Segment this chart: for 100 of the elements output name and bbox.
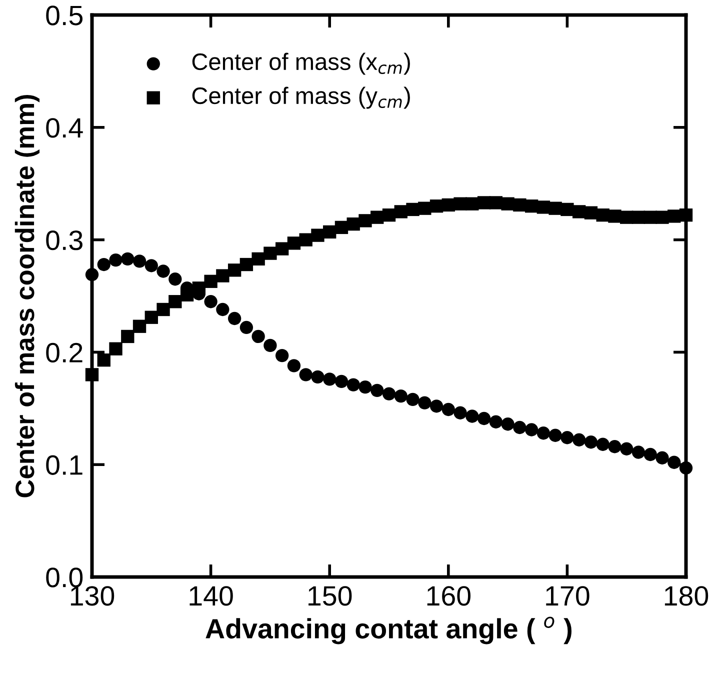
- point: [252, 330, 265, 344]
- point: [679, 461, 693, 475]
- point: [97, 353, 110, 367]
- point: [548, 428, 562, 442]
- point: [454, 406, 467, 420]
- point: [524, 199, 538, 213]
- point: [334, 220, 348, 234]
- point: [311, 370, 324, 384]
- point: [394, 205, 408, 218]
- point: [264, 246, 277, 260]
- point: [275, 242, 289, 256]
- point: [299, 368, 312, 382]
- point: [536, 426, 550, 440]
- point: [228, 264, 242, 277]
- point: [346, 378, 360, 392]
- point: [132, 320, 146, 333]
- x-tick-label: 170: [546, 586, 590, 606]
- point: [584, 206, 598, 220]
- point: [501, 418, 514, 431]
- point: [644, 448, 657, 462]
- y-tick-label: 0.1: [46, 455, 82, 475]
- point: [489, 415, 503, 428]
- point: [679, 208, 693, 222]
- point: [240, 320, 254, 334]
- point: [394, 389, 408, 403]
- point: [323, 225, 336, 239]
- point: [501, 197, 514, 210]
- point: [287, 359, 301, 372]
- x-tick-label: 140: [190, 586, 233, 606]
- point: [620, 210, 634, 224]
- point: [668, 210, 681, 223]
- legend-label: Center of mass (x$_{cm}$): [192, 52, 410, 75]
- point: [228, 312, 242, 326]
- y-tick-label: 0.3: [46, 230, 82, 250]
- y-tick-label: 0.0: [46, 568, 83, 588]
- point: [97, 258, 110, 272]
- point: [144, 259, 158, 272]
- x-tick-label: 160: [427, 586, 470, 606]
- point: [513, 420, 526, 434]
- point: [430, 199, 444, 213]
- point: [382, 208, 396, 222]
- point: [168, 295, 182, 308]
- y-tick-label: 0.4: [46, 118, 83, 138]
- point: [524, 423, 538, 436]
- point: [204, 274, 218, 288]
- point: [656, 451, 669, 464]
- point: [216, 269, 230, 282]
- point: [572, 433, 586, 446]
- point: [132, 254, 146, 268]
- point: [548, 202, 562, 215]
- point: [216, 302, 230, 316]
- point: [632, 210, 646, 224]
- point: [370, 210, 384, 224]
- point: [156, 264, 170, 278]
- point: [144, 310, 158, 324]
- point: [418, 202, 432, 215]
- x-tick-label: 180: [664, 586, 708, 606]
- point: [668, 456, 681, 469]
- point: [370, 384, 384, 398]
- point: [442, 402, 455, 416]
- point: [560, 431, 574, 444]
- point: [204, 295, 218, 308]
- point: [121, 330, 134, 344]
- point: [560, 202, 574, 216]
- point: [109, 342, 122, 356]
- x-tick-label: 150: [308, 586, 352, 606]
- point: [168, 272, 182, 286]
- point: [466, 410, 479, 423]
- x-axis-title: Advancing contat angle ( $^{o}$ ): [206, 616, 572, 644]
- x-tick-label: 130: [70, 586, 114, 606]
- point: [299, 233, 312, 246]
- point: [620, 442, 634, 456]
- point: [584, 436, 598, 449]
- point: [109, 253, 122, 267]
- point: [323, 372, 336, 386]
- point: [608, 440, 622, 454]
- y-axis-title: Center of mass coordinate (mm): [14, 94, 40, 498]
- point: [264, 338, 277, 352]
- point: [406, 392, 420, 406]
- point: [275, 348, 289, 362]
- legend-label: Center of mass (y$_{cm}$): [192, 86, 410, 109]
- point: [477, 412, 491, 426]
- point: [358, 214, 372, 228]
- point: [477, 196, 491, 210]
- point: [121, 252, 134, 266]
- point: [382, 387, 396, 400]
- point: [632, 446, 646, 459]
- point: [85, 268, 99, 282]
- point: [596, 438, 610, 451]
- point: [572, 205, 586, 218]
- y-tick-label: 0.5: [46, 6, 83, 26]
- point: [85, 368, 99, 382]
- point: [430, 400, 444, 413]
- point: [334, 374, 348, 388]
- point: [358, 380, 372, 394]
- point: [418, 396, 432, 410]
- point: [311, 228, 324, 242]
- point: [287, 236, 301, 250]
- point: [240, 258, 254, 272]
- y-tick-label: 0.2: [46, 342, 82, 363]
